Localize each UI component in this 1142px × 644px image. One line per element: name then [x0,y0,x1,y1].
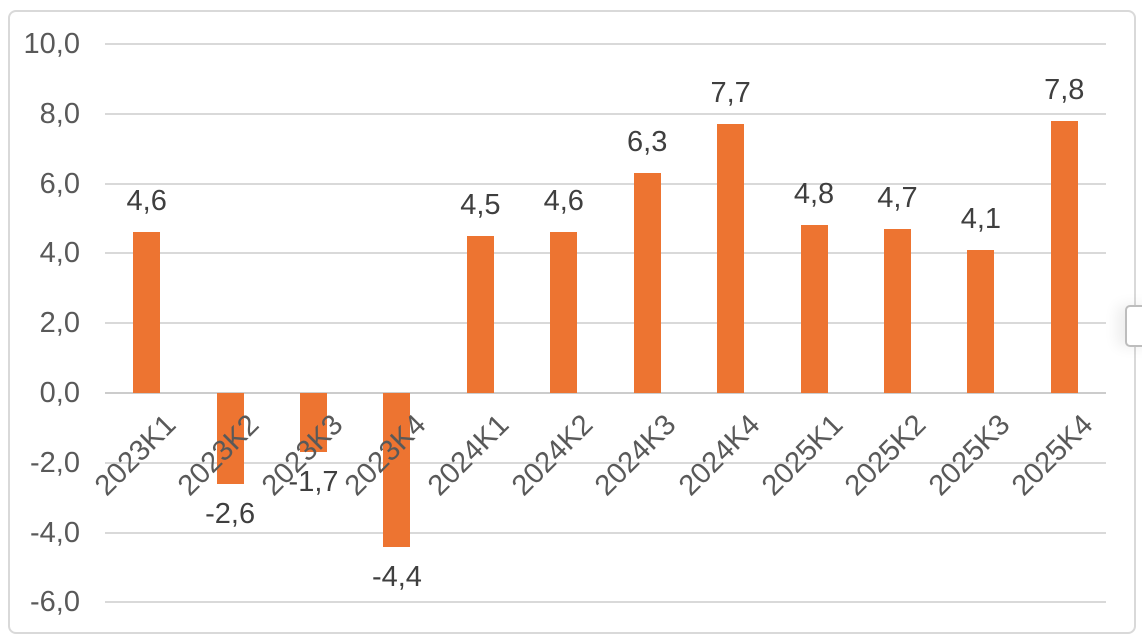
x-axis-tick-label: 2024K3 [589,408,683,503]
bar-data-label: 4,6 [126,185,167,218]
y-axis-tick-label: 10,0 [23,28,80,60]
gridline [105,43,1106,45]
bar-2025K2[interactable] [883,228,911,393]
y-axis-tick-label: 4,0 [39,237,80,270]
bar-2023K3[interactable] [300,393,328,453]
bar-2023K2[interactable] [216,393,244,484]
gridline [105,531,1106,534]
bar-data-label: 6,3 [627,126,668,159]
gridline [105,322,1106,325]
bar-data-label: -4,4 [371,560,422,593]
gridline [105,252,1106,255]
right-edge-handle[interactable] [1125,305,1142,347]
bar-data-label: -1,7 [288,466,339,499]
zero-axis-line [105,392,1106,394]
bar-2023K1[interactable] [133,232,161,393]
bar-2023K4[interactable] [383,393,411,547]
gridline [105,182,1106,185]
x-axis-tick-label: 2025K2 [839,408,933,503]
bar-data-label: 4,7 [877,181,918,214]
bar-2024K2[interactable] [550,232,578,393]
bar-data-label: 7,8 [1044,73,1085,106]
bar-2025K1[interactable] [800,225,828,393]
y-axis-tick-label: 0,0 [39,377,80,409]
bar-2024K3[interactable] [633,173,661,393]
x-axis-tick-label: 2025K1 [756,408,850,503]
gridline [105,461,1106,464]
y-axis-tick-label: -2,0 [30,446,80,479]
bar-data-label: 7,7 [710,77,751,110]
bar-data-label: 4,5 [460,188,501,221]
x-axis-tick-label: 2024K2 [505,408,600,503]
gridline [105,112,1106,115]
x-axis-tick-label: 2023K1 [88,408,183,503]
bar-2025K4[interactable] [1050,120,1078,393]
x-axis-tick-label: 2024K4 [672,408,766,503]
bar-data-label: 4,6 [543,185,584,218]
y-axis-tick-label: -6,0 [30,586,80,619]
gridline [105,601,1106,604]
bar-data-label: -2,6 [205,497,256,530]
x-axis-tick-label: 2025K4 [1006,408,1100,503]
x-axis-tick-label: 2024K1 [422,408,516,503]
y-axis-tick-label: -4,0 [30,516,80,549]
y-axis-tick-label: 6,0 [39,167,80,200]
bar-2024K4[interactable] [717,124,745,393]
x-axis-tick-label: 2025K3 [922,408,1017,503]
bar-2025K3[interactable] [967,249,995,393]
y-axis-tick-label: 8,0 [39,97,80,130]
bar-2024K1[interactable] [466,235,494,393]
y-axis-tick-label: 2,0 [39,307,80,340]
bar-data-label: 4,1 [960,202,1002,235]
bar-data-label: 4,8 [793,178,835,211]
